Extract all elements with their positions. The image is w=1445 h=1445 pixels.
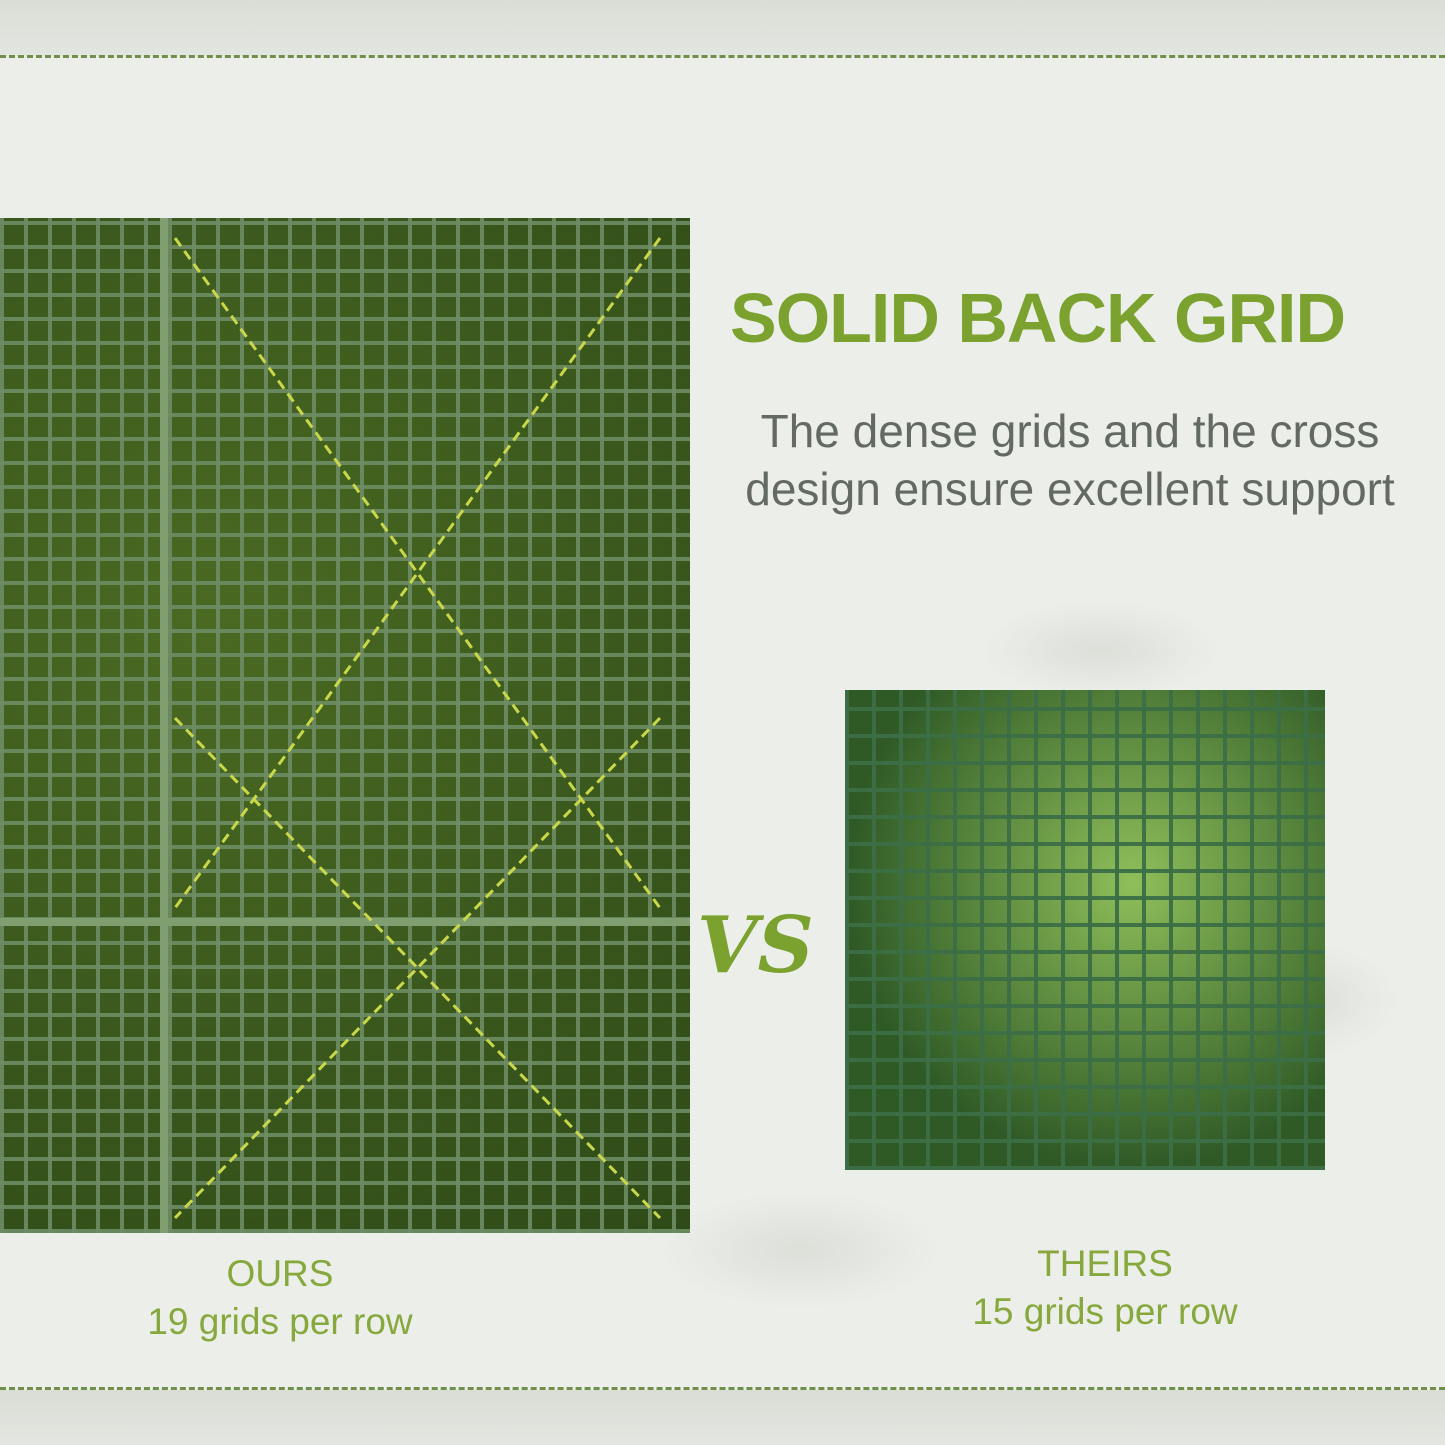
subtitle-line: The dense grids and the cross [760,405,1380,457]
top-foliage-band [0,0,1445,56]
bottom-foliage-band [0,1390,1445,1445]
theirs-grid-panel-image [845,690,1325,1170]
ours-label: OURS 19 grids per row [100,1250,460,1346]
ours-grid-panel-image [0,218,690,1233]
panel-seam-vertical [160,218,168,1233]
subtitle-line: design ensure excellent support [745,463,1395,515]
theirs-label: THEIRS 15 grids per row [925,1240,1285,1336]
theirs-detail: 15 grids per row [972,1291,1238,1332]
headline: SOLID BACK GRID [730,279,1346,357]
vs-label: VS [697,900,814,991]
ours-detail: 19 grids per row [147,1301,413,1342]
panel-seam-horizontal [0,918,690,926]
cross-brace-lines [173,237,662,1220]
subtitle: The dense grids and the cross design ens… [700,402,1440,518]
theirs-name: THEIRS [1037,1243,1173,1284]
top-dashed-divider [0,55,1445,58]
ours-name: OURS [226,1253,334,1294]
bottom-dashed-divider [0,1387,1445,1390]
